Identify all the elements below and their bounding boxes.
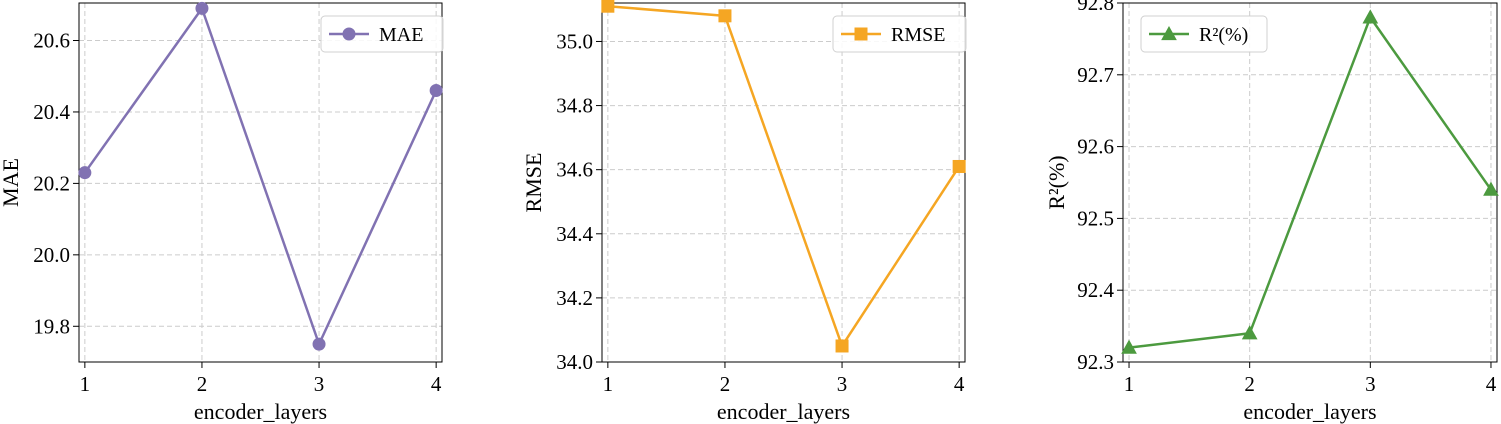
plot-frame [1122, 2, 1498, 363]
data-point [718, 9, 732, 23]
y-axis-label: R²(%) [1044, 155, 1069, 209]
y-tick-label: 20.4 [33, 100, 70, 124]
y-tick-label: 92.4 [1077, 278, 1114, 302]
y-tick-label: 19.8 [33, 314, 70, 338]
legend-marker [1161, 25, 1177, 41]
x-tick-label: 3 [1365, 372, 1376, 396]
y-tick-label: 92.7 [1077, 63, 1114, 87]
data-point [952, 159, 966, 173]
series-line [83, 7, 438, 346]
y-tick-label: 35.0 [556, 29, 593, 53]
x-tick-label: 1 [80, 372, 91, 396]
y-tick-label: 34.2 [556, 286, 593, 310]
x-axis-label: encoder_layers [1243, 399, 1376, 424]
data-point [195, 1, 209, 15]
series-line [1128, 16, 1492, 349]
y-axis-label: RMSE [521, 153, 546, 213]
data-point [312, 337, 326, 351]
x-tick-label: 2 [1244, 372, 1255, 396]
y-tick-label: 34.4 [556, 222, 593, 246]
x-tick-label: 4 [954, 372, 965, 396]
chart-panel-2: 1 2 3 4 34.0 34.2 34.4 34.6 34.8 35.0 encoder_laye… [521, 0, 967, 424]
data-point [1362, 9, 1379, 24]
legend-box [320, 15, 444, 53]
data-point [78, 166, 92, 180]
legend-marker [342, 27, 356, 41]
y-tick-label: 20.6 [33, 29, 70, 53]
plot-frame [601, 2, 966, 363]
y-tick-label: 34.0 [556, 350, 593, 374]
y-tick-label: 92.3 [1077, 350, 1114, 374]
x-tick-label: 3 [314, 372, 325, 396]
x-axis-label: encoder_layers [717, 399, 850, 424]
x-tick-label: 1 [1124, 372, 1135, 396]
legend-label: RMSE [891, 24, 945, 46]
data-point [835, 339, 849, 353]
legend-box [832, 15, 967, 53]
y-tick-label: 20.0 [33, 243, 70, 267]
x-tick-label: 2 [720, 372, 731, 396]
data-point [429, 84, 443, 98]
chart-panel-1: 1 2 3 4 19.8 20.0 20.2 20.4 20.6 encoder_layers MA… [0, 1, 444, 424]
legend-label: MAE [379, 24, 423, 46]
y-tick-label: 34.6 [556, 158, 593, 182]
plot-frame [78, 2, 443, 363]
x-tick-label: 4 [431, 372, 442, 396]
data-point [601, 0, 615, 13]
legend-box [1140, 15, 1268, 53]
chart-panel-3: 1 2 3 4 92.3 92.4 92.5 92.6 92.7 92.8 encoder_laye… [1044, 0, 1499, 424]
legend-label: R²(%) [1199, 24, 1248, 46]
x-tick-label: 4 [1486, 372, 1497, 396]
legend-marker [854, 27, 868, 41]
x-tick-label: 2 [197, 372, 208, 396]
y-tick-label: 20.2 [33, 171, 70, 195]
data-point [1121, 339, 1137, 354]
x-axis-label: encoder_layers [194, 399, 327, 424]
y-tick-label: 92.5 [1077, 206, 1114, 230]
y-tick-label: 92.6 [1077, 135, 1114, 159]
x-tick-label: 3 [837, 372, 848, 396]
x-tick-label: 1 [603, 372, 614, 396]
data-point [1241, 325, 1258, 340]
y-tick-label: 34.8 [556, 94, 593, 118]
data-point [1483, 181, 1499, 196]
y-tick-label: 92.8 [1077, 0, 1114, 15]
y-axis-label: MAE [0, 158, 23, 207]
series-line [607, 4, 961, 348]
